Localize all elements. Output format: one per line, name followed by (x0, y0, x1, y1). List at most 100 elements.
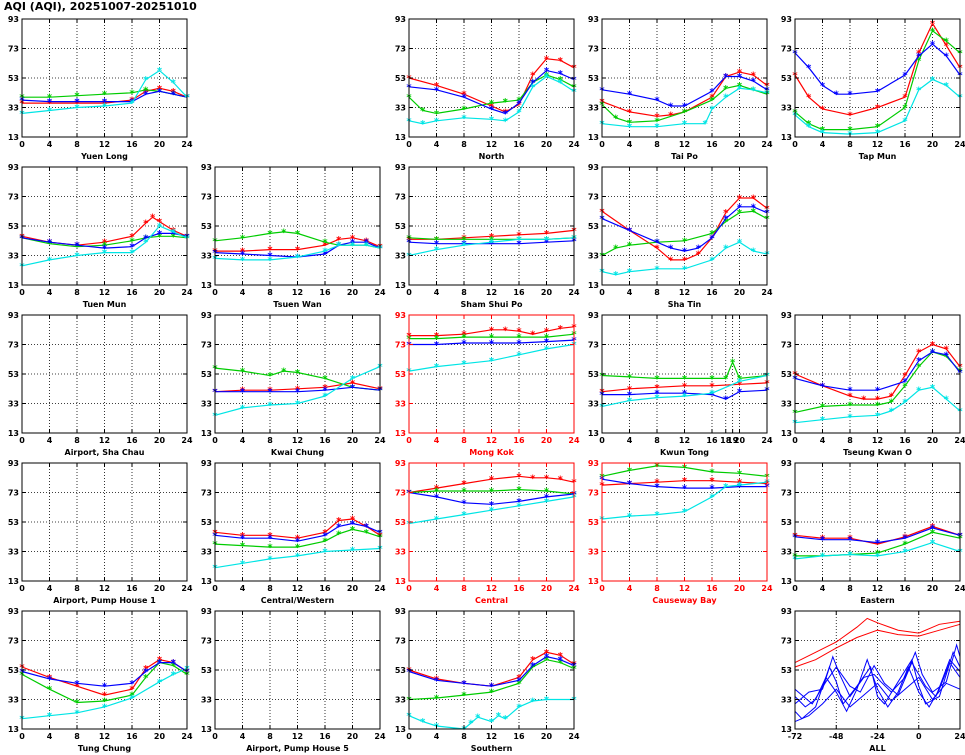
y-tick-label: 53 (588, 222, 599, 231)
series-line-cyan (794, 78, 961, 135)
series-line-cyan (601, 241, 768, 276)
data-point-marker: * (916, 362, 922, 373)
series-line-red (214, 382, 381, 393)
x-tick-label: 12 (679, 436, 690, 445)
data-point-marker: * (737, 68, 743, 79)
panel-airport-pump-house-5: 13 33 53 73 93 0 4 8 12 16 20 24 Airport, Pump House… (201, 607, 386, 753)
data-point-marker: * (654, 238, 660, 249)
data-point-marker: * (682, 484, 688, 495)
data-point-marker: * (516, 472, 522, 483)
y-tick-label: 73 (8, 489, 19, 498)
data-point-marker: * (322, 386, 328, 397)
x-tick-label: 0 (406, 140, 412, 149)
data-point-marker: * (129, 232, 135, 243)
x-tick-label: 8 (461, 288, 467, 297)
data-point-marker: * (751, 85, 757, 96)
data-point-marker: * (240, 387, 246, 398)
x-tick-label: 8 (267, 584, 273, 593)
data-point-marker: * (350, 374, 356, 385)
data-point-marker: * (751, 202, 757, 213)
y-tick-label: 13 (588, 133, 599, 142)
series-line-blue (408, 656, 575, 687)
y-tick-label: 93 (781, 607, 792, 616)
data-point-marker: * (295, 384, 301, 395)
data-point-marker: * (434, 694, 440, 705)
station-name: Mong Kok (469, 448, 514, 457)
series-line-blue (21, 232, 188, 249)
data-point-marker: * (74, 708, 80, 719)
y-tick-label: 33 (781, 104, 792, 113)
data-point-marker: * (267, 229, 273, 240)
data-point-marker: * (434, 492, 440, 503)
data-point-marker: * (47, 685, 53, 696)
data-point-marker: * (627, 384, 633, 395)
data-point-marker: * (489, 239, 495, 250)
data-point-marker: * (806, 122, 812, 133)
data-point-marker: * (322, 247, 328, 258)
x-tick-label: 12 (292, 436, 303, 445)
y-tick-label: 13 (395, 429, 406, 438)
data-point-marker: * (295, 387, 301, 398)
x-tick-label: 16 (513, 732, 525, 741)
x-tick-label: 8 (74, 436, 80, 445)
y-tick-label: 33 (8, 696, 19, 705)
x-tick-label: 0 (916, 732, 922, 741)
data-point-marker: * (143, 667, 149, 678)
x-tick-label: 24 (568, 732, 580, 741)
data-point-marker: * (682, 507, 688, 518)
data-point-marker: * (889, 406, 895, 417)
series-line-blue (408, 240, 575, 245)
y-tick-label: 73 (201, 193, 212, 202)
data-point-marker: * (558, 324, 564, 335)
station-name: Causeway Bay (652, 596, 717, 605)
x-tick-label: 12 (486, 288, 497, 297)
data-point-marker: * (682, 381, 688, 392)
data-point-marker: * (544, 497, 550, 508)
data-point-marker: * (461, 113, 467, 124)
data-point-marker: * (847, 412, 853, 423)
data-point-marker: * (47, 106, 53, 117)
data-point-marker: * (682, 255, 688, 266)
data-point-marker: * (240, 233, 246, 244)
data-point-marker: * (613, 270, 619, 281)
data-point-marker: * (944, 37, 950, 48)
x-tick-label: 16 (899, 584, 911, 593)
data-point-marker: * (944, 352, 950, 363)
series-line-blue (21, 661, 188, 687)
x-tick-label: 8 (654, 288, 660, 297)
x-tick-label: 24 (761, 288, 773, 297)
data-point-marker: * (74, 99, 80, 110)
data-point-marker: * (723, 72, 729, 83)
data-point-marker: * (322, 383, 328, 394)
data-point-marker: * (751, 76, 757, 87)
data-point-marker: * (129, 248, 135, 259)
data-point-marker: * (434, 81, 440, 92)
data-point-marker: * (267, 387, 273, 398)
x-tick-label: 16 (513, 140, 525, 149)
x-tick-label: 24 (568, 140, 580, 149)
panel-airport-pump-house-1: 13 33 53 73 93 0 4 8 12 16 20 24 Airport, Pump House… (8, 459, 193, 605)
data-point-marker: * (875, 386, 881, 397)
series-line-green (214, 528, 381, 548)
x-tick-label: 4 (434, 288, 440, 297)
series-line-blue (794, 351, 961, 391)
data-point-marker: * (558, 475, 564, 486)
panel-north: ******** **** * ** * *** *** *** **** *** * * * * ****… (395, 15, 580, 161)
data-point-marker: * (737, 377, 743, 388)
x-tick-label: 12 (486, 732, 497, 741)
x-tick-label: 0 (792, 436, 798, 445)
data-point-marker: * (751, 207, 757, 218)
data-point-marker: * (74, 242, 80, 253)
data-point-marker: * (723, 84, 729, 95)
data-point-marker: * (240, 559, 246, 570)
x-tick-label: 20 (347, 732, 359, 741)
panel-tuen-mun: ** * **** ***** * * * * * * ** * * * ** * * *** * * *****133… (8, 163, 193, 309)
data-point-marker: * (516, 702, 522, 713)
data-point-marker: * (544, 229, 550, 240)
data-point-marker: * (267, 554, 273, 565)
data-point-marker: * (875, 411, 881, 422)
x-tick-label: 4 (47, 732, 53, 741)
x-tick-label: 0 (599, 288, 605, 297)
data-point-marker: * (902, 540, 908, 551)
data-point-marker: * (157, 84, 163, 95)
